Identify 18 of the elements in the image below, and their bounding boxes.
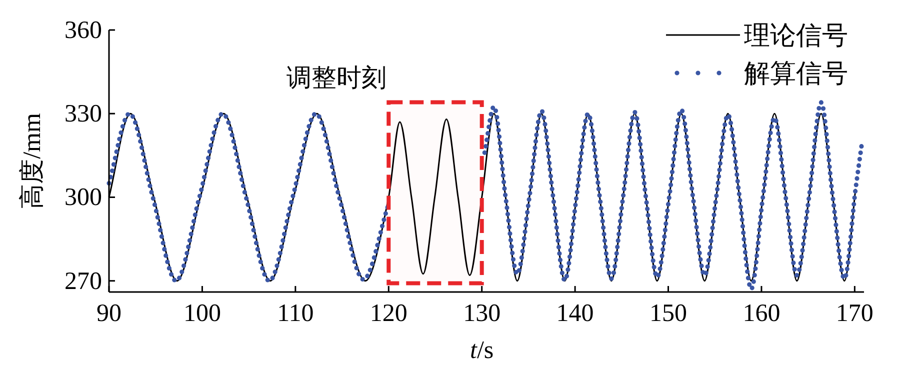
x-tick-label: 90 <box>96 300 122 327</box>
band-label: 调整时刻 <box>286 64 387 92</box>
x-tick-label: 160 <box>742 300 780 327</box>
y-tick-label: 270 <box>64 268 102 295</box>
legend-label: 解算信号 <box>744 59 848 88</box>
x-tick-label: 140 <box>556 300 594 327</box>
x-tick-label: 150 <box>650 300 688 327</box>
x-axis-title: t/s <box>470 337 494 364</box>
y-tick-label: 300 <box>64 184 102 212</box>
legend-label: 理论信号 <box>744 21 848 50</box>
y-axis-title: 高度/mm <box>18 112 46 209</box>
x-tick-label: 120 <box>370 300 408 327</box>
y-tick-label: 330 <box>64 100 102 128</box>
x-tick-label: 100 <box>183 300 221 327</box>
x-tick-label: 170 <box>836 300 874 327</box>
x-tick-label: 110 <box>277 300 314 327</box>
x-tick-label: 130 <box>463 300 501 327</box>
y-tick-label: 360 <box>64 17 102 44</box>
